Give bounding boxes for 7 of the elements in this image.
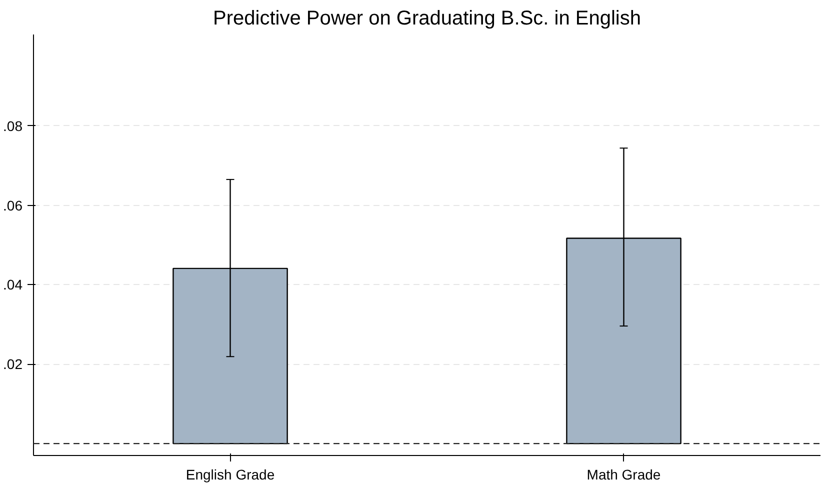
x-tick-label: Math Grade	[586, 466, 661, 482]
y-tick-label: .06	[3, 197, 23, 214]
y-tick-label: .04	[3, 276, 23, 293]
y-tick-label: .02	[3, 356, 23, 372]
y-tick-label: .08	[3, 118, 23, 134]
x-tick-label: English Grade	[186, 466, 275, 482]
chart-title: Predictive Power on Graduating B.Sc. in English	[213, 8, 641, 30]
